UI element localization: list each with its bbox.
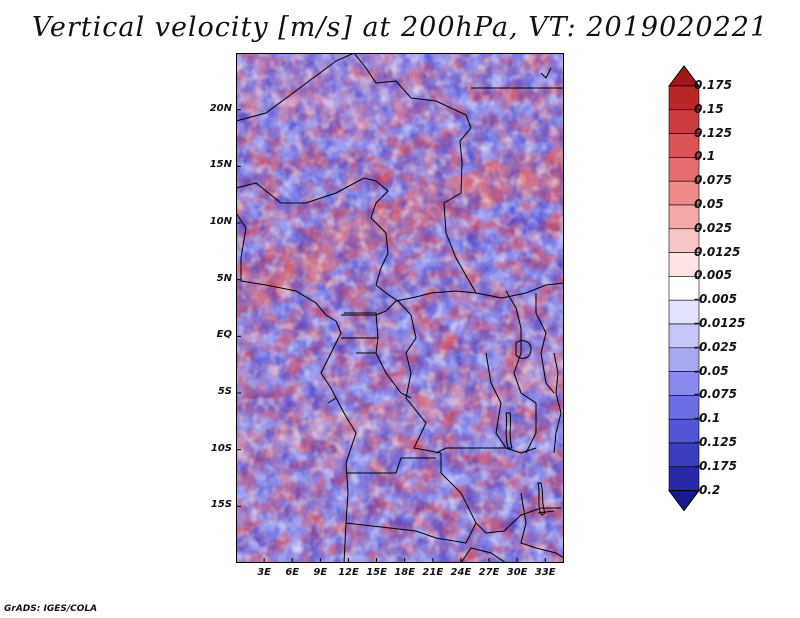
colorbar-label: 0.175 [694,78,732,92]
vertical-velocity-field [236,53,564,563]
lat-tick-label: 5N [216,272,232,284]
colorbar-label: 0.1 [694,149,716,164]
lakes [505,340,546,516]
colorbar-label: -0.05 [694,363,729,378]
lon-tick-label: 27E [478,567,500,578]
colorbar-label: -0.005 [694,292,737,307]
lon-tick-label: 12E [338,567,359,578]
colorbar-label: 0.025 [694,220,732,235]
colorbar-label: -0.1 [694,411,721,426]
lon-tick-label: 21E [422,567,444,578]
map-frame [236,53,564,563]
colorbar-label: -0.175 [694,458,737,473]
colorbar-label: -0.2 [694,482,721,497]
lat-tick-label: 20N [209,102,232,114]
lon-tick-label: 6E [285,567,300,578]
lat-tick-label: 15S [210,499,232,511]
lon-tick-label: 3E [257,567,271,578]
lat-tick-label: EQ [216,329,232,341]
lat-tick-label: 10N [209,216,232,227]
lon-tick-label: 9E [313,567,328,578]
lon-tick-label: 24E [450,567,472,578]
country-borders [236,53,564,563]
lon-tick-label: 30E [506,567,528,578]
colorbar-bottom-arrow [668,490,700,512]
colorbar-label: 0.005 [694,268,732,283]
lat-tick-label: 15N [209,159,232,171]
chart-title: Vertical velocity [m/s] at 200hPa, VT: 2… [31,12,769,43]
colorbar-label: -0.0125 [694,316,746,330]
colorbar [668,65,700,512]
colorbar-label: -0.025 [694,339,737,354]
grads-credit: GrADS: IGES/COLA [4,604,98,614]
lat-tick-label: 5S [217,386,232,397]
colorbar-label: 0.075 [694,173,732,188]
colorbar-label: -0.125 [694,435,737,449]
colorbar-label: 0.15 [694,101,724,116]
lon-tick-label: 15E [366,567,387,578]
colorbar-label: 0.05 [694,197,724,211]
lat-tick-label: 10S [210,442,232,454]
lon-tick-label: 33E [534,567,556,578]
colorbar-label: 0.125 [694,125,732,140]
map-panel [236,53,564,563]
colorbar-label: -0.075 [694,387,737,402]
colorbar-label: 0.0125 [694,244,741,259]
lon-tick-label: 18E [394,567,416,578]
